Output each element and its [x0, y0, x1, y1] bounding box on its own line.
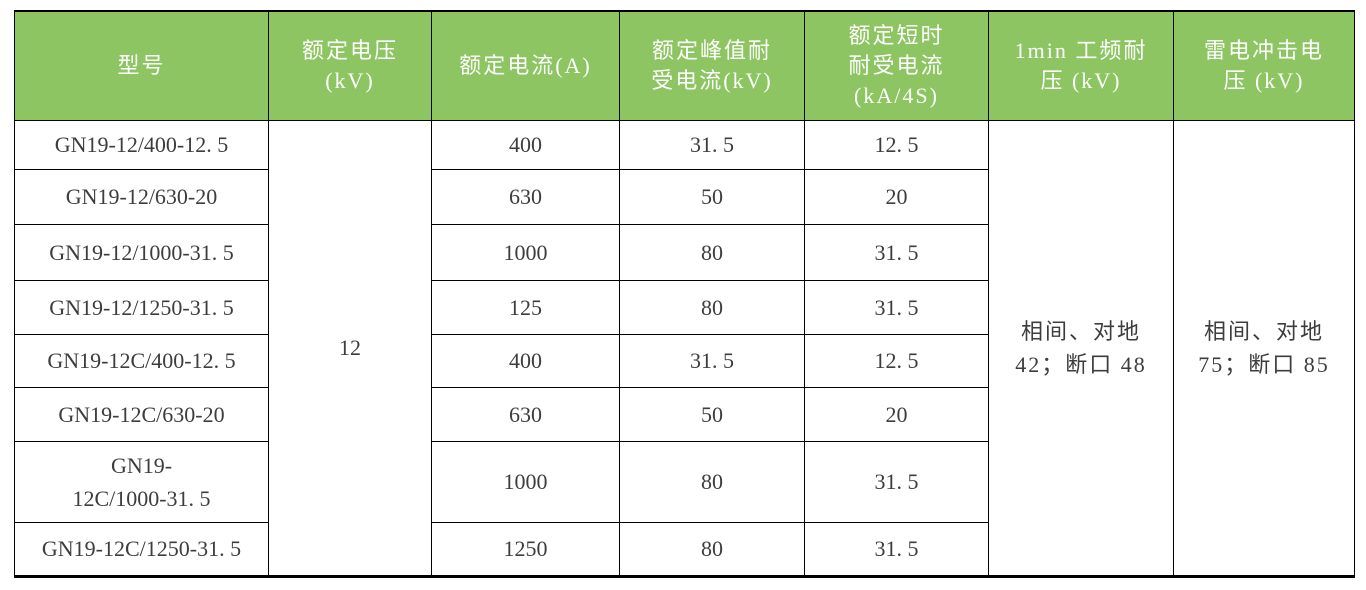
model-cell: GN19-12C/630-20 [14, 386, 269, 442]
table-row: GN19-12C/630-20 630 50 20 [14, 386, 1355, 442]
rated-current-cell: 125 [431, 279, 620, 335]
peak-withstand-cell: 50 [619, 168, 805, 225]
table-row: GN19- 12C/1000-31. 5 1000 80 31. 5 [14, 440, 1355, 523]
lightning-impulse-merged-cell: 相间、对地 75；断口 85 [1173, 119, 1355, 577]
model-cell: GN19-12/400-12. 5 [14, 119, 269, 170]
spec-table-container: 型号 额定电压 (kV) 额定电流(A) 额定峰值耐 受电流(kV) 额定短时 … [14, 10, 1355, 578]
short-time-cell: 12. 5 [804, 333, 989, 388]
table-row: GN19-12/400-12. 5 12 400 31. 5 12. 5 相间、… [14, 119, 1355, 577]
table-row: GN19-12C/1250-31. 5 1250 80 31. 5 [14, 521, 1355, 577]
rated-current-cell: 1000 [431, 223, 620, 281]
header-short-time-withstand-current: 额定短时 耐受电流 (kA/4S) [804, 10, 989, 121]
peak-withstand-cell: 31. 5 [619, 333, 805, 388]
header-model: 型号 [14, 10, 269, 121]
header-lightning-impulse-voltage: 雷电冲击电 压 (kV) [1173, 10, 1355, 121]
model-cell: GN19-12/630-20 [14, 168, 269, 225]
table-row: GN19-12/630-20 630 50 20 [14, 168, 1355, 225]
peak-withstand-cell: 31. 5 [619, 119, 805, 170]
rated-current-cell: 400 [431, 333, 620, 388]
model-cell: GN19-12/1000-31. 5 [14, 223, 269, 281]
header-rated-current: 额定电流(A) [431, 10, 620, 121]
table-row: GN19-12/1250-31. 5 125 80 31. 5 [14, 279, 1355, 335]
rated-current-cell: 630 [431, 168, 620, 225]
header-row: 型号 额定电压 (kV) 额定电流(A) 额定峰值耐 受电流(kV) 额定短时 … [14, 10, 1355, 121]
header-rated-voltage: 额定电压 (kV) [268, 10, 432, 121]
header-power-frequency-withstand: 1min 工频耐 压 (kV) [988, 10, 1174, 121]
header-peak-withstand-current: 额定峰值耐 受电流(kV) [619, 10, 805, 121]
model-cell: GN19-12C/1250-31. 5 [14, 521, 269, 577]
table-row: GN19-12/1000-31. 5 1000 80 31. 5 [14, 223, 1355, 281]
spec-table: 型号 额定电压 (kV) 额定电流(A) 额定峰值耐 受电流(kV) 额定短时 … [14, 10, 1355, 578]
rated-voltage-merged-cell: 12 [268, 119, 432, 577]
peak-withstand-cell: 80 [619, 223, 805, 281]
power-frequency-merged-cell: 相间、对地 42；断口 48 [988, 119, 1174, 577]
short-time-cell: 20 [804, 386, 989, 442]
short-time-cell: 20 [804, 168, 989, 225]
short-time-cell: 31. 5 [804, 440, 989, 523]
model-cell: GN19- 12C/1000-31. 5 [14, 440, 269, 523]
table-row: GN19-12C/400-12. 5 400 31. 5 12. 5 [14, 333, 1355, 388]
model-cell: GN19-12C/400-12. 5 [14, 333, 269, 388]
rated-current-cell: 400 [431, 119, 620, 170]
peak-withstand-cell: 80 [619, 440, 805, 523]
peak-withstand-cell: 50 [619, 386, 805, 442]
short-time-cell: 31. 5 [804, 279, 989, 335]
rated-current-cell: 1000 [431, 440, 620, 523]
short-time-cell: 31. 5 [804, 223, 989, 281]
peak-withstand-cell: 80 [619, 279, 805, 335]
rated-current-cell: 1250 [431, 521, 620, 577]
model-cell: GN19-12/1250-31. 5 [14, 279, 269, 335]
rated-current-cell: 630 [431, 386, 620, 442]
short-time-cell: 12. 5 [804, 119, 989, 170]
short-time-cell: 31. 5 [804, 521, 989, 577]
peak-withstand-cell: 80 [619, 521, 805, 577]
